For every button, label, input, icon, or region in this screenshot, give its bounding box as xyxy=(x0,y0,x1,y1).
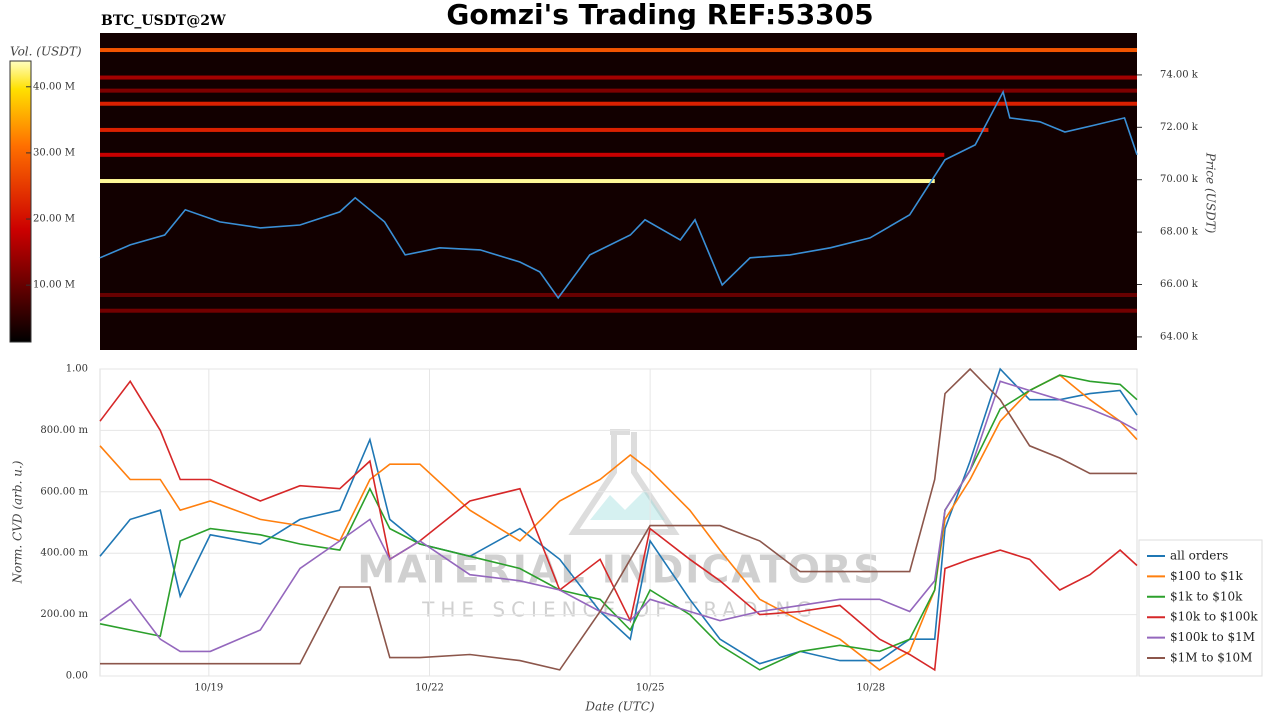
x-axis-label: Date (UTC) xyxy=(584,700,654,714)
chart-title: Gomzi's Trading REF:53305 xyxy=(446,0,873,31)
x-tick-label: 10/19 xyxy=(194,683,223,694)
liquidity-band xyxy=(100,48,1137,53)
y-tick-label: 68.00 k xyxy=(1160,227,1199,238)
y-axis-label: Norm. CVD (arb. u.) xyxy=(11,460,25,584)
colorbar-tick-label: 10.00 M xyxy=(33,280,75,291)
colorbar-tick-label: 30.00 M xyxy=(33,147,75,158)
cvd-line xyxy=(99,374,1138,671)
colorbar-tick-label: 40.00 M xyxy=(33,81,75,92)
liquidity-band xyxy=(100,101,1137,106)
liquidity-band xyxy=(100,75,1137,80)
x-tick-label: 10/22 xyxy=(415,683,444,694)
heatmap-background xyxy=(100,33,1137,350)
legend-label: $1M to $10M xyxy=(1170,651,1252,665)
y-tick-label: 70.00 k xyxy=(1160,174,1199,185)
x-tick-label: 10/25 xyxy=(636,683,665,694)
y-tick-label: 66.00 k xyxy=(1160,279,1199,290)
y-tick-label: 600.00 m xyxy=(40,486,88,497)
liquidity-band xyxy=(100,308,1137,313)
watermark-icon xyxy=(568,429,680,535)
x-tick-label: 10/28 xyxy=(856,683,885,694)
y-tick-label: 74.00 k xyxy=(1160,69,1199,80)
subtitle: BTC_USDT@2W xyxy=(101,13,226,29)
y-tick-label: 1.00 xyxy=(66,364,88,375)
liquidity-band xyxy=(100,127,989,132)
y-tick-label: 200.00 m xyxy=(40,609,88,620)
legend-label: all orders xyxy=(1170,549,1228,563)
legend-label: $1k to $10k xyxy=(1170,589,1243,603)
legend-label: $100k to $1M xyxy=(1170,630,1255,644)
y-axis-label: Price (USDT) xyxy=(1204,152,1218,234)
legend-label: $10k to $100k xyxy=(1170,610,1258,624)
watermark-icon-fill xyxy=(590,490,665,520)
y-tick-label: 0.00 xyxy=(66,671,88,682)
price-line xyxy=(99,89,1138,300)
cvd-plot-area xyxy=(99,368,1138,677)
watermark-sub: THE SCIENCE OF TRADING xyxy=(421,598,818,622)
legend xyxy=(1138,539,1263,677)
colorbar-tick-label: 20.00 M xyxy=(33,214,75,225)
watermark: MATERIAL INDICATORS xyxy=(357,548,882,592)
y-tick-label: 400.00 m xyxy=(40,548,88,559)
colorbar-label: Vol. (USDT) xyxy=(10,45,82,59)
y-tick-label: 800.00 m xyxy=(40,425,88,436)
liquidity-band xyxy=(100,152,945,157)
colorbar xyxy=(9,60,32,343)
y-tick-label: 72.00 k xyxy=(1160,122,1199,133)
cvd-line xyxy=(100,367,1137,671)
liquidity-band xyxy=(100,88,1137,93)
cvd-line xyxy=(99,367,1138,665)
legend-label: $100 to $1k xyxy=(1170,569,1243,583)
cvd-line xyxy=(99,380,1138,653)
cvd-line xyxy=(99,374,1138,671)
liquidity-band xyxy=(100,179,935,184)
liquidity-band xyxy=(100,292,1137,297)
cvd-line xyxy=(99,379,1138,672)
y-tick-label: 64.00 k xyxy=(1160,331,1199,342)
